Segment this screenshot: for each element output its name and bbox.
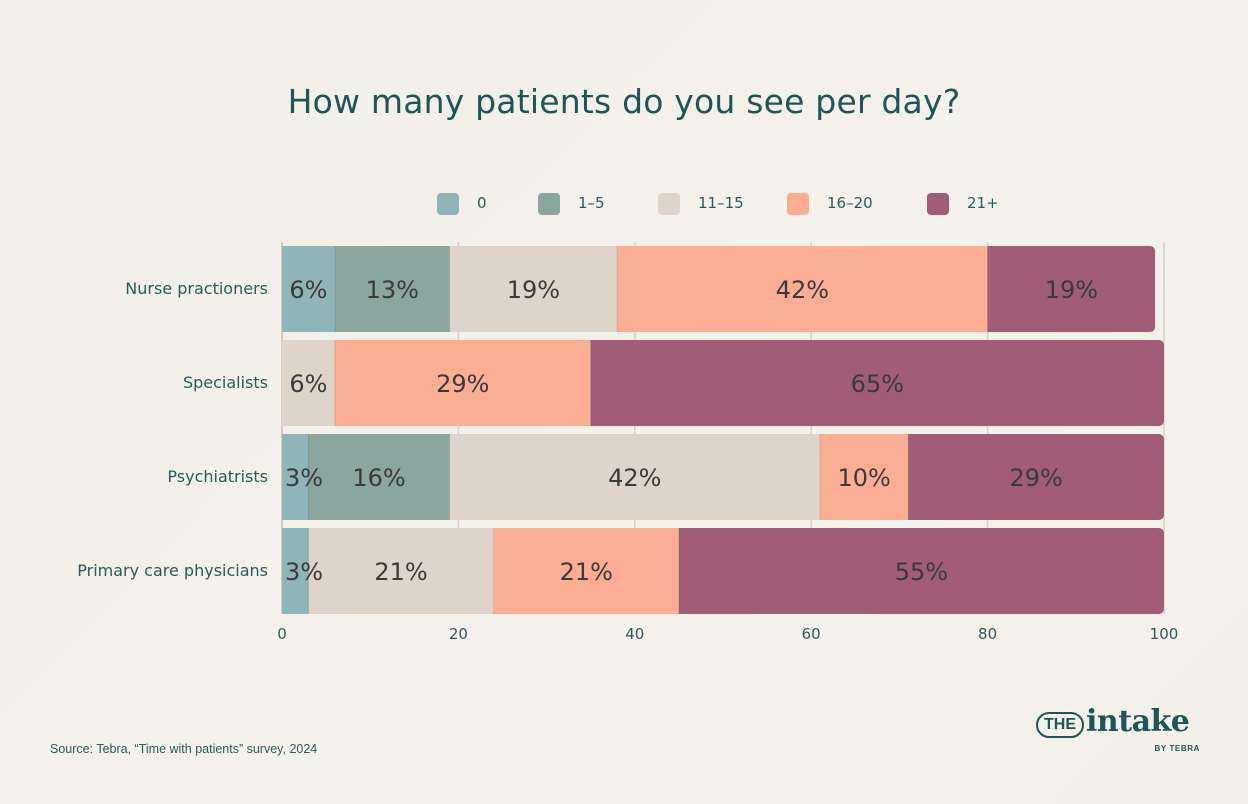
data-label: 19% bbox=[507, 276, 560, 304]
data-label: 21% bbox=[374, 558, 427, 586]
brand-logo: THE intake BY TEBRA bbox=[1036, 704, 1206, 760]
bar-segment bbox=[449, 434, 821, 520]
data-label: 29% bbox=[1009, 464, 1062, 492]
bar-segment bbox=[617, 246, 988, 332]
data-label: 6% bbox=[289, 370, 327, 398]
bar-segment bbox=[449, 246, 618, 332]
bar-segment bbox=[308, 528, 494, 614]
data-label: 16% bbox=[352, 464, 405, 492]
legend-label: 1–5 bbox=[578, 194, 605, 212]
bar-segment bbox=[987, 246, 1156, 332]
legend-label: 16–20 bbox=[827, 194, 873, 212]
bar-segment bbox=[282, 434, 309, 520]
data-label: 3% bbox=[285, 464, 323, 492]
bar-row bbox=[282, 340, 1164, 426]
x-tick-label: 40 bbox=[625, 625, 644, 643]
legend-swatch bbox=[927, 193, 949, 215]
x-tick-label: 60 bbox=[802, 625, 821, 643]
chart-title: How many patients do you see per day? bbox=[287, 82, 961, 121]
logo-the: THE bbox=[1036, 711, 1084, 738]
data-label: 21% bbox=[560, 558, 613, 586]
legend-label: 0 bbox=[477, 194, 487, 212]
data-label: 3% bbox=[285, 558, 323, 586]
category-label: Nurse practioners bbox=[125, 279, 268, 298]
x-tick-label: 80 bbox=[978, 625, 997, 643]
category-label: Psychiatrists bbox=[167, 467, 268, 486]
data-label: 19% bbox=[1045, 276, 1098, 304]
bar-segment bbox=[282, 528, 309, 614]
legend-label: 11–15 bbox=[698, 194, 744, 212]
bar-segment bbox=[334, 340, 591, 426]
x-tick-label: 100 bbox=[1150, 625, 1179, 643]
legend: 0 1–5 11–15 16–20 21+ bbox=[0, 192, 1248, 216]
bar-segment bbox=[590, 340, 1164, 426]
data-label: 42% bbox=[776, 276, 829, 304]
legend-swatch bbox=[658, 193, 680, 215]
legend-swatch bbox=[538, 193, 560, 215]
logo-byline: BY TEBRA bbox=[1154, 744, 1200, 753]
data-label: 6% bbox=[289, 276, 327, 304]
x-tick-label: 0 bbox=[277, 625, 287, 643]
legend-label: 21+ bbox=[967, 194, 999, 212]
legend-swatch bbox=[787, 193, 809, 215]
bar-segment bbox=[908, 434, 1164, 520]
bar-segment bbox=[308, 434, 450, 520]
bar-segment bbox=[678, 528, 1164, 614]
bar-segment bbox=[334, 246, 450, 332]
data-label: 55% bbox=[895, 558, 948, 586]
category-label: Specialists bbox=[183, 373, 268, 392]
x-tick-label: 20 bbox=[449, 625, 468, 643]
data-label: 42% bbox=[608, 464, 661, 492]
data-label: 65% bbox=[851, 370, 904, 398]
bar-segment bbox=[820, 434, 909, 520]
data-label: 10% bbox=[837, 464, 890, 492]
bar-row bbox=[282, 528, 1164, 614]
legend-swatch bbox=[437, 193, 459, 215]
bar-segment bbox=[493, 528, 679, 614]
bar-row bbox=[282, 246, 1156, 332]
data-label: 13% bbox=[366, 276, 419, 304]
bar-segment bbox=[282, 246, 335, 332]
source-note: Source: Tebra, “Time with patients” surv… bbox=[50, 742, 318, 756]
data-label: 29% bbox=[436, 370, 489, 398]
logo-intake: intake bbox=[1086, 704, 1190, 739]
bar-row bbox=[282, 434, 1164, 520]
category-label: Primary care physicians bbox=[77, 561, 268, 580]
bar-segment bbox=[282, 340, 335, 426]
